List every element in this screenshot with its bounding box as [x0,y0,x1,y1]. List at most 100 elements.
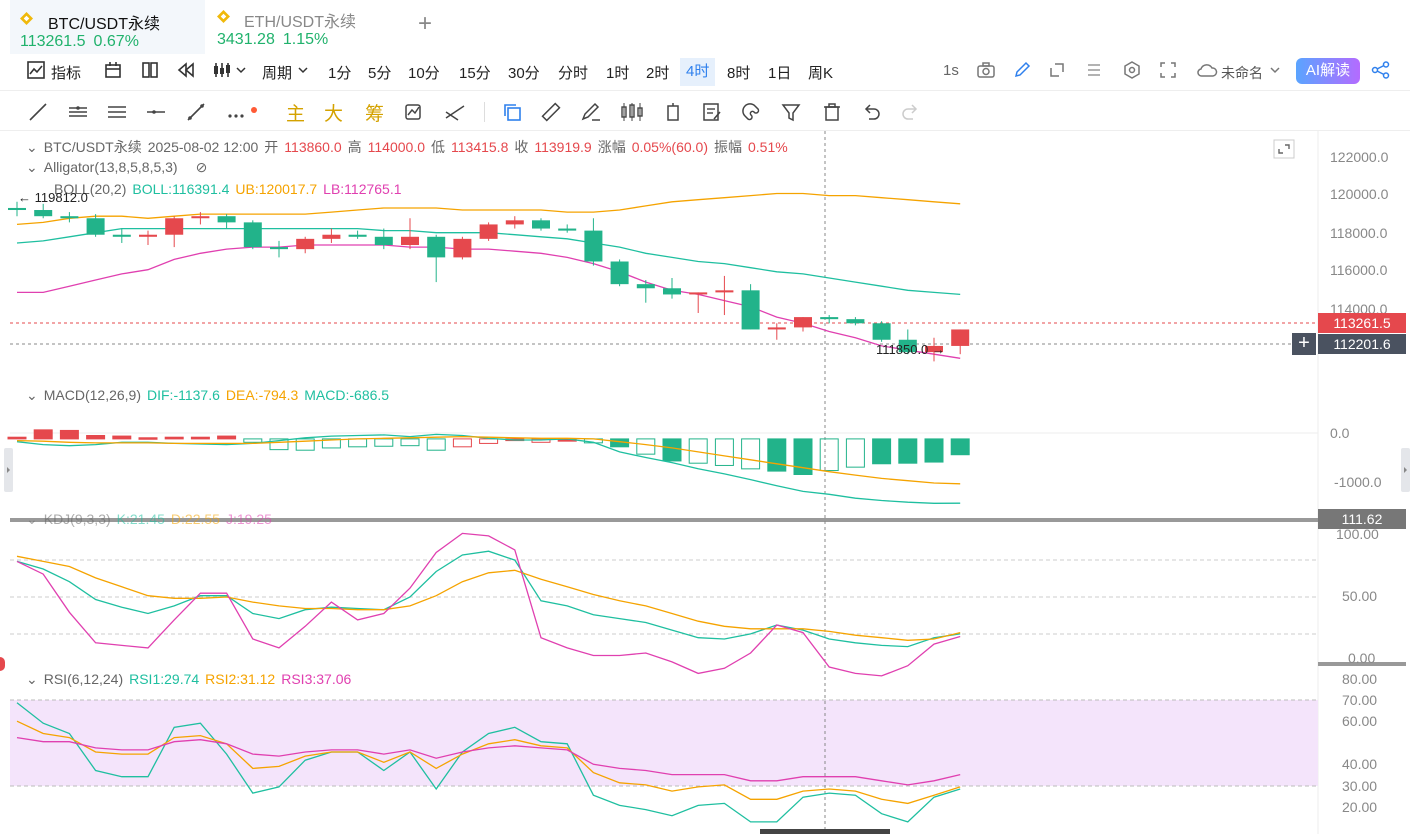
measure-icon[interactable] [444,102,466,122]
share-window-icon[interactable] [1048,61,1066,79]
more-icon[interactable] [226,106,260,120]
interval-1h[interactable]: 1时 [606,65,630,82]
fullscreen-icon[interactable] [1159,61,1177,79]
filter-icon[interactable] [781,102,801,122]
tab-eth[interactable]: ETH/USDT永续 3431.28 1.15% [207,0,402,52]
candle-type-icon[interactable] [212,61,232,79]
main-chart-toggle[interactable]: 主 [286,104,306,125]
layout-icon[interactable] [104,61,122,79]
open-value: 113860.0 [284,139,342,155]
left-panel-handle[interactable] [4,448,13,492]
tab-price: 113261.5 0.67% [20,33,139,50]
parallel-lines-icon[interactable] [107,102,127,122]
brush-icon[interactable] [580,102,602,122]
amp-label: 振幅 [714,139,742,155]
layout-name[interactable]: 未命名 [1221,65,1263,81]
interval-1m[interactable]: 1分 [328,65,352,82]
interval-2h[interactable]: 2时 [646,65,670,82]
big-order-toggle[interactable]: 大 [324,104,344,125]
price-tick: 116000.0 [1330,262,1388,278]
legend-toggle-icon[interactable]: ⌄ [26,139,38,155]
split-icon[interactable] [141,61,159,79]
ray-icon[interactable] [146,102,166,122]
indicator-icon[interactable] [27,61,45,79]
share-icon[interactable] [1371,61,1391,79]
pencil-icon[interactable] [1013,61,1031,79]
interval-timeshare[interactable]: 分时 [558,65,589,82]
settings-icon[interactable] [1123,61,1141,79]
period-selector[interactable]: 周期 [262,65,293,82]
add-tab-button[interactable]: + [418,10,433,37]
extended-line-icon[interactable] [186,102,206,122]
interval-5m[interactable]: 5分 [368,65,392,82]
rsi-tick: 30.00 [1342,778,1378,794]
legend-toggle-icon[interactable]: ⌄ [26,387,38,403]
interval-1d[interactable]: 1日 [768,65,792,82]
legend-toggle-icon[interactable]: ⌄ [26,671,38,687]
rewind-icon[interactable] [176,61,196,79]
camera-icon[interactable] [976,61,996,79]
copy-icon[interactable] [502,102,522,122]
tab-btc[interactable]: BTC/USDT永续 113261.5 0.67% [10,0,205,54]
chevron-down-icon[interactable] [1270,65,1280,75]
candle-body [925,345,943,353]
interval-15m[interactable]: 15分 [459,65,491,82]
add-order-button[interactable]: + [1292,333,1316,355]
candle-body [715,290,734,293]
candle-body [348,234,367,237]
kdj-layer [16,532,961,677]
cloud-icon[interactable] [1196,62,1218,78]
horizontal-line-icon[interactable] [68,102,88,122]
chevron-down-icon[interactable] [236,65,246,75]
macd-bar [741,438,761,470]
list-icon[interactable] [1085,61,1103,79]
eye-off-icon[interactable]: ⊘ [195,159,208,175]
macd-tick: 0.0 [1330,425,1350,441]
right-panel-handle[interactable] [1401,448,1410,492]
chevron-down-icon[interactable] [298,65,308,75]
kdj-label: KDJ(9,3,3) [43,511,111,527]
legend-toggle-icon[interactable]: ⌄ [26,511,38,527]
alert-marker[interactable] [0,657,5,671]
candle-body [636,284,655,289]
ai-analysis-button[interactable]: AI解读 [1296,58,1360,84]
kdj-j-value: J:19.25 [225,511,272,527]
candles-icon[interactable] [620,102,644,122]
trendline-icon[interactable] [28,102,48,122]
interval-10m[interactable]: 10分 [408,65,440,82]
redo-icon[interactable] [901,102,921,122]
ruler-icon[interactable] [541,102,561,122]
close-value: 113919.9 [534,139,592,155]
pattern-icon[interactable] [403,102,423,122]
chart-canvas[interactable] [0,131,1410,834]
macd-bar [819,438,839,472]
legend-toggle-icon[interactable]: ⌄ [26,159,38,175]
rsi-tick: 60.00 [1342,713,1378,729]
magnet-icon[interactable] [741,102,761,122]
rsi-tick: 70.00 [1342,692,1378,708]
macd-bar [190,436,210,440]
trash-icon[interactable] [822,102,842,122]
boll-label: BOLL(20,2) [54,181,127,197]
timer-icon[interactable] [664,102,682,122]
rsi3-value: RSI3:37.06 [281,671,352,687]
candle-body [898,339,917,353]
refresh-rate[interactable]: 1s [943,62,959,79]
candle-body [374,236,393,246]
indicators-button[interactable]: 指标 [51,65,82,82]
time-scrollbar[interactable] [760,829,890,834]
interval-4h[interactable]: 4时 [680,58,716,86]
chips-toggle[interactable]: 筹 [365,104,385,125]
interval-8h[interactable]: 8时 [727,65,751,82]
note-icon[interactable] [702,102,722,122]
interval-30m[interactable]: 30分 [508,65,540,82]
low-value: 113415.8 [451,139,509,155]
interval-1w[interactable]: 周K [808,65,834,82]
legend-time: 2025-08-02 12:00 [147,139,259,155]
macd-bar [217,435,237,440]
rsi-layer [16,702,961,823]
expand-icon[interactable] [1273,139,1295,159]
divider-value-tag: 111.62 [1318,509,1406,529]
kdj-tick: 100.00 [1336,526,1379,542]
undo-icon[interactable] [861,102,881,122]
